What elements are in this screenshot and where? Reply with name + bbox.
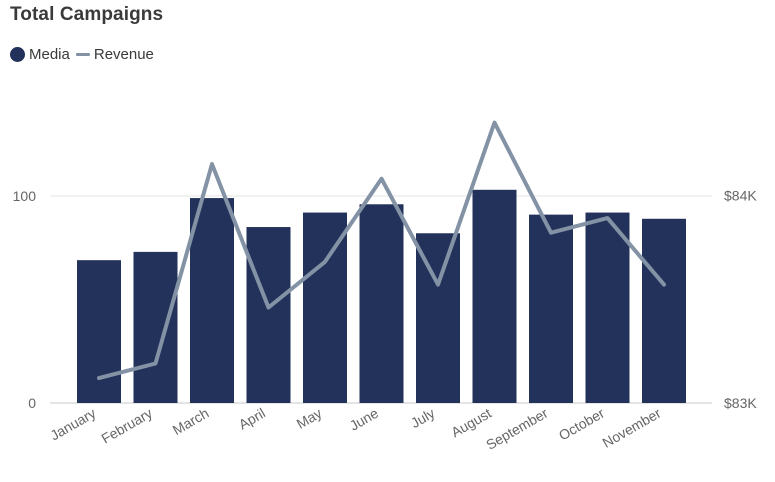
bar-media-september (529, 214, 573, 403)
x-tick-label-june: June (347, 405, 381, 434)
legend-item-revenue[interactable]: Revenue (75, 46, 154, 63)
x-tick-label-may: May (294, 405, 325, 432)
legend-item-media[interactable]: Media (10, 46, 70, 63)
x-tick-label-march: March (170, 405, 212, 438)
legend-media-marker (10, 47, 25, 62)
x-tick-label-february: February (98, 405, 155, 447)
x-tick-label-september: September (483, 405, 551, 453)
bar-media-november (642, 218, 686, 403)
y-left-tick-label: 100 (13, 188, 37, 204)
y-right-tick-label: $84K (724, 187, 757, 203)
x-tick-label-april: April (236, 405, 268, 433)
x-tick-label-january: January (47, 405, 98, 444)
legend: Media Revenue (10, 46, 160, 63)
line-revenue (97, 120, 666, 381)
x-tick-label-august: August (448, 405, 494, 441)
y-right-tick-label: $83K (724, 395, 757, 411)
bar-media-june (359, 204, 404, 403)
bar-media-october (585, 212, 630, 403)
bar-media-august (472, 189, 517, 403)
legend-media-label: Media (29, 46, 70, 63)
bar-media-march (190, 198, 234, 403)
y-left-tick-label: 0 (28, 395, 36, 411)
bar-media-april (246, 227, 291, 403)
x-tick-label-november: November (600, 405, 664, 451)
bar-media-february (133, 251, 178, 403)
x-tick-label-july: July (408, 405, 438, 431)
legend-revenue-label: Revenue (93, 46, 154, 63)
chart-title: Total Campaigns (10, 4, 164, 25)
bar-media-january (77, 260, 121, 403)
bar-media-july (416, 233, 460, 403)
bar-media-may (303, 212, 347, 403)
legend-revenue-marker (75, 53, 90, 56)
